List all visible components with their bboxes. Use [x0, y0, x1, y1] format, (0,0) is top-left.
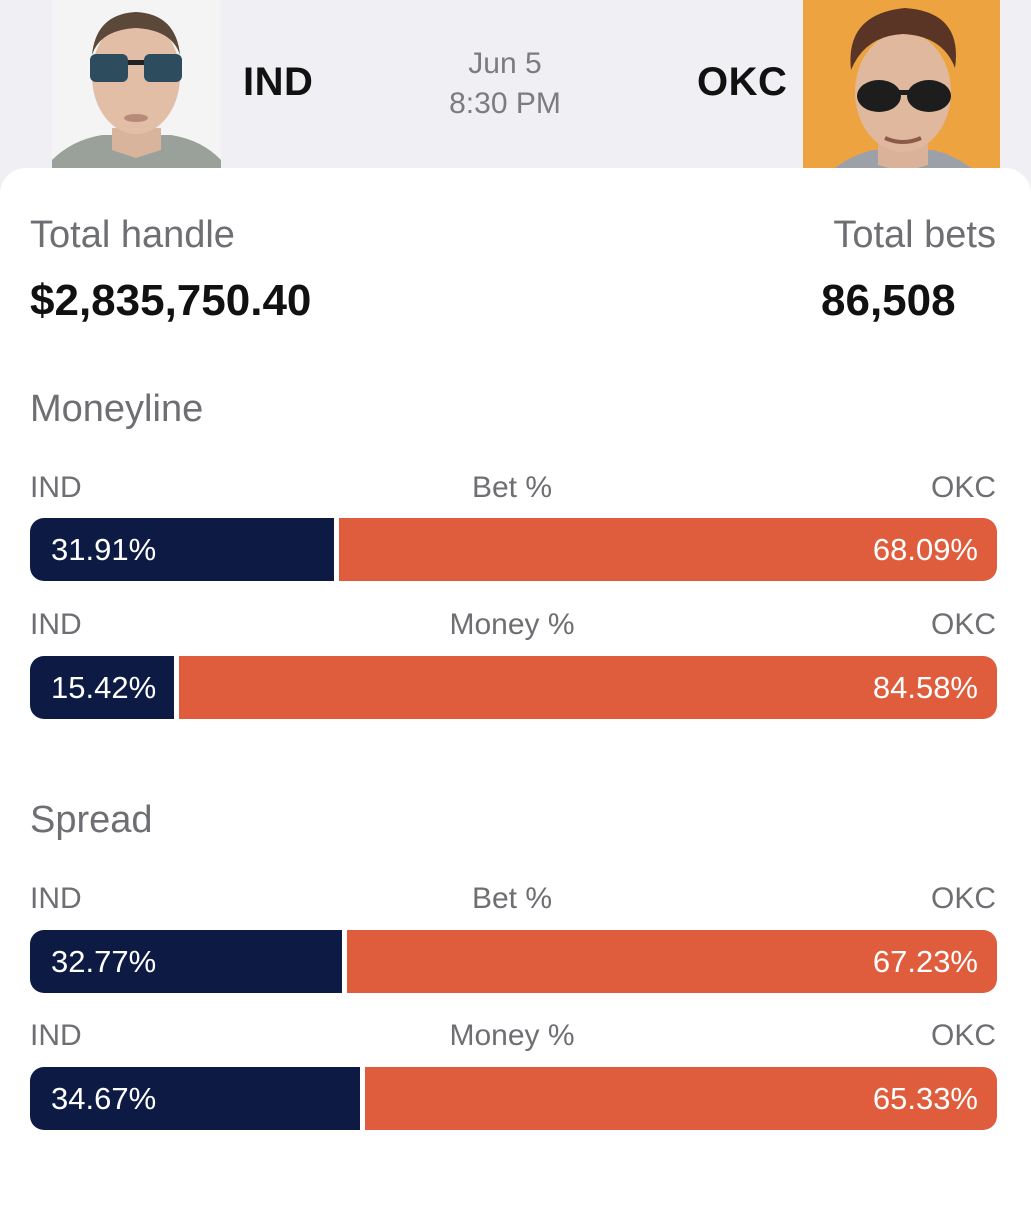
moneyline-bet-home-value: 31.91% — [51, 531, 157, 567]
spread-money-bar: 34.67% 65.33% — [30, 1067, 997, 1130]
away-team-avatar — [803, 0, 1000, 193]
moneyline-money-away-label: OKC — [930, 608, 996, 641]
total-bets-label: Total bets — [833, 214, 996, 256]
spread-money-title: Money % — [449, 1019, 575, 1052]
spread-bet-home-value: 32.77% — [51, 943, 157, 979]
spread-bet-home-segment: 32.77% — [30, 930, 347, 993]
spread-bet-title: Bet % — [471, 882, 553, 915]
moneyline-title: Moneyline — [30, 388, 204, 430]
moneyline-bet-bar: 31.91% 68.09% — [30, 518, 997, 581]
moneyline-money-away-value: 84.58% — [872, 669, 978, 705]
moneyline-bet-home-label: IND — [30, 471, 82, 504]
spread-money-away-segment: 65.33% — [365, 1067, 997, 1130]
spread-money-away-label: OKC — [930, 1019, 996, 1052]
game-time: 8:30 PM — [449, 87, 561, 120]
moneyline-bet-away-segment: 68.09% — [338, 518, 997, 581]
spread-money-home-label: IND — [30, 1019, 82, 1052]
total-bets-value: 86,508 — [821, 276, 956, 325]
total-handle-value: $2,835,750.40 — [30, 276, 312, 325]
home-team-name: IND — [243, 60, 314, 104]
moneyline-money-title: Money % — [449, 608, 575, 641]
moneyline-money-home-label: IND — [30, 608, 82, 641]
game-date: Jun 5 — [468, 47, 542, 80]
spread-bet-away-segment: 67.23% — [346, 930, 997, 993]
moneyline-money-home-value: 15.42% — [51, 669, 157, 705]
spread-money-home-segment: 34.67% — [30, 1067, 366, 1130]
spread-bet-bar: 32.77% 67.23% — [30, 930, 997, 993]
moneyline-money-home-segment: 15.42% — [30, 656, 180, 719]
spread-bet-away-value: 67.23% — [872, 943, 978, 979]
total-handle-label: Total handle — [30, 214, 235, 256]
moneyline-money-bar: 15.42% 84.58% — [30, 656, 997, 719]
moneyline-bet-away-label: OKC — [930, 471, 996, 504]
spread-money-home-value: 34.67% — [51, 1080, 157, 1116]
moneyline-money-away-segment: 84.58% — [179, 656, 997, 719]
spread-bet-away-label: OKC — [930, 882, 996, 915]
away-team-name: OKC — [697, 60, 788, 104]
spread-bet-home-label: IND — [30, 882, 82, 915]
home-team-avatar — [52, 0, 221, 178]
moneyline-bet-title: Bet % — [471, 471, 553, 504]
moneyline-bet-home-segment: 31.91% — [30, 518, 339, 581]
spread-title: Spread — [30, 799, 153, 841]
spread-money-away-value: 65.33% — [872, 1080, 978, 1116]
moneyline-bet-away-value: 68.09% — [872, 531, 978, 567]
